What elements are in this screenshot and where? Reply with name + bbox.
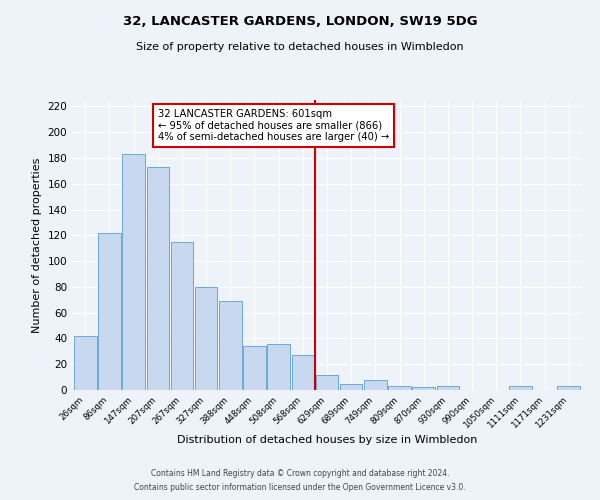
Bar	[509, 386, 532, 390]
Bar	[219, 301, 242, 390]
Y-axis label: Number of detached properties: Number of detached properties	[32, 158, 42, 332]
Bar	[195, 287, 217, 390]
Bar	[268, 344, 290, 390]
X-axis label: Distribution of detached houses by size in Wimbledon: Distribution of detached houses by size …	[177, 436, 477, 446]
Bar	[437, 386, 459, 390]
Bar	[146, 167, 169, 390]
Bar	[388, 386, 411, 390]
Bar	[122, 154, 145, 390]
Bar	[557, 386, 580, 390]
Text: Contains public sector information licensed under the Open Government Licence v3: Contains public sector information licen…	[134, 484, 466, 492]
Bar	[412, 388, 435, 390]
Bar	[243, 346, 266, 390]
Bar	[292, 355, 314, 390]
Bar	[74, 336, 97, 390]
Text: Contains HM Land Registry data © Crown copyright and database right 2024.: Contains HM Land Registry data © Crown c…	[151, 468, 449, 477]
Bar	[171, 242, 193, 390]
Bar	[340, 384, 362, 390]
Text: 32 LANCASTER GARDENS: 601sqm
← 95% of detached houses are smaller (866)
4% of se: 32 LANCASTER GARDENS: 601sqm ← 95% of de…	[158, 109, 389, 142]
Text: Size of property relative to detached houses in Wimbledon: Size of property relative to detached ho…	[136, 42, 464, 52]
Text: 32, LANCASTER GARDENS, LONDON, SW19 5DG: 32, LANCASTER GARDENS, LONDON, SW19 5DG	[122, 15, 478, 28]
Bar	[364, 380, 386, 390]
Bar	[316, 374, 338, 390]
Bar	[98, 233, 121, 390]
